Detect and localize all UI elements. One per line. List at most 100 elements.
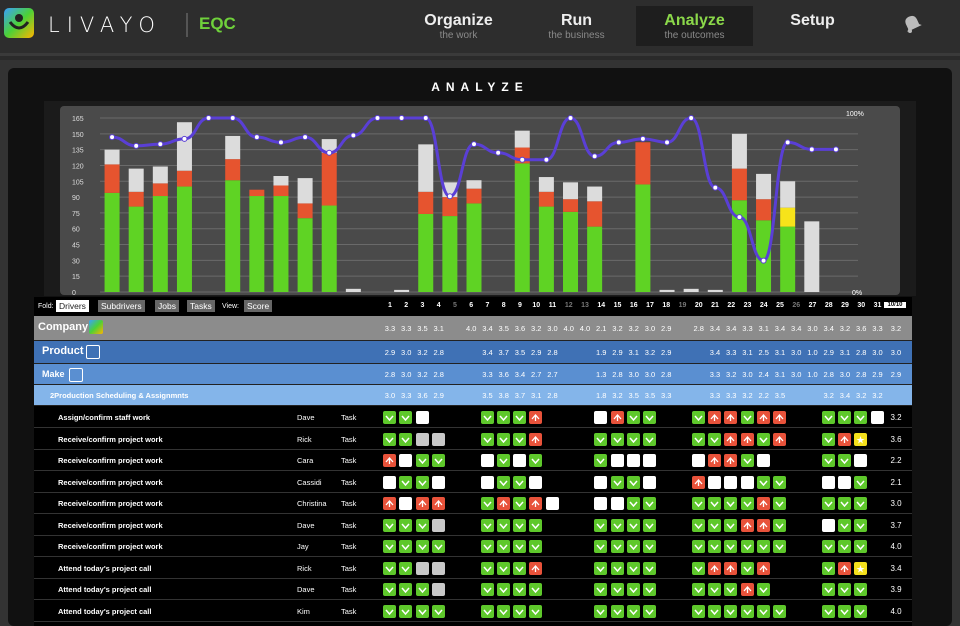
score-cell-g[interactable] xyxy=(383,540,396,553)
score-cell-g[interactable] xyxy=(626,583,640,596)
score-cell-g[interactable] xyxy=(529,518,543,532)
score-cell-g[interactable] xyxy=(643,540,656,553)
score-cell-w[interactable] xyxy=(691,454,705,467)
fold-button-tasks[interactable]: Tasks xyxy=(187,300,215,312)
score-cell-g[interactable] xyxy=(821,561,835,575)
score-cell-r[interactable] xyxy=(756,497,770,510)
score-cell-g[interactable] xyxy=(610,540,624,553)
score-cell-g[interactable] xyxy=(399,604,413,618)
score-cell-y[interactable] xyxy=(854,561,868,575)
score-cell-g[interactable] xyxy=(756,583,770,596)
score-cell-r[interactable] xyxy=(724,432,738,446)
score-cell-g[interactable] xyxy=(773,604,786,618)
score-cell-g[interactable] xyxy=(496,454,510,467)
level-row-1[interactable] xyxy=(34,341,912,364)
score-cell-g[interactable] xyxy=(756,604,770,618)
score-cell-g[interactable] xyxy=(691,583,705,596)
score-cell-g[interactable] xyxy=(643,583,656,596)
score-cell-g[interactable] xyxy=(724,604,738,618)
score-cell-g[interactable] xyxy=(626,432,640,446)
score-cell-g[interactable] xyxy=(496,583,510,596)
score-cell-g[interactable] xyxy=(383,583,396,596)
score-cell-g[interactable] xyxy=(740,540,754,553)
score-cell-w[interactable] xyxy=(513,454,526,467)
score-cell-g[interactable] xyxy=(399,561,413,575)
livayo-logo-icon[interactable] xyxy=(4,8,34,38)
score-cell-g[interactable] xyxy=(529,583,543,596)
score-cell-r[interactable] xyxy=(610,411,624,424)
score-cell-g[interactable] xyxy=(529,540,543,553)
score-cell-g[interactable] xyxy=(480,561,494,575)
score-cell-g[interactable] xyxy=(383,604,396,618)
score-cell-g[interactable] xyxy=(691,518,705,532)
score-cell-w[interactable] xyxy=(708,475,721,489)
score-cell-g[interactable] xyxy=(399,411,413,424)
score-cell-g[interactable] xyxy=(480,411,494,424)
score-cell-g[interactable] xyxy=(513,475,526,489)
score-cell-g[interactable] xyxy=(626,604,640,618)
score-cell-g[interactable] xyxy=(480,497,494,510)
fold-button-jobs[interactable]: Jobs xyxy=(155,300,179,312)
score-cell-g[interactable] xyxy=(724,497,738,510)
fold-button-subdrivers[interactable]: Subdrivers xyxy=(98,300,145,312)
score-cell-g[interactable] xyxy=(594,454,608,467)
score-cell-w[interactable] xyxy=(854,454,868,467)
score-cell-w[interactable] xyxy=(870,411,884,424)
score-cell-g[interactable] xyxy=(383,561,396,575)
score-cell-w[interactable] xyxy=(383,475,396,489)
score-cell-r[interactable] xyxy=(708,411,721,424)
score-cell-g[interactable] xyxy=(740,497,754,510)
score-cell-lg[interactable] xyxy=(431,561,445,575)
score-cell-r[interactable] xyxy=(529,411,543,424)
score-cell-g[interactable] xyxy=(480,540,494,553)
score-cell-g[interactable] xyxy=(496,411,510,424)
score-cell-w[interactable] xyxy=(594,475,608,489)
score-cell-g[interactable] xyxy=(691,561,705,575)
score-cell-g[interactable] xyxy=(643,432,656,446)
score-cell-g[interactable] xyxy=(496,561,510,575)
score-cell-g[interactable] xyxy=(756,475,770,489)
score-cell-g[interactable] xyxy=(854,604,868,618)
score-cell-g[interactable] xyxy=(415,454,429,467)
score-cell-w[interactable] xyxy=(643,454,656,467)
score-cell-g[interactable] xyxy=(838,540,851,553)
score-cell-g[interactable] xyxy=(399,583,413,596)
score-cell-r[interactable] xyxy=(708,454,721,467)
task-name[interactable]: Receive/confirm project work xyxy=(58,434,163,444)
score-cell-r[interactable] xyxy=(740,432,754,446)
score-cell-g[interactable] xyxy=(431,540,445,553)
score-cell-g[interactable] xyxy=(854,518,868,532)
score-cell-g[interactable] xyxy=(854,540,868,553)
score-cell-w[interactable] xyxy=(626,454,640,467)
score-cell-r[interactable] xyxy=(838,561,851,575)
score-cell-g[interactable] xyxy=(626,497,640,510)
score-cell-g[interactable] xyxy=(691,497,705,510)
score-cell-g[interactable] xyxy=(415,540,429,553)
score-cell-w[interactable] xyxy=(529,475,543,489)
score-cell-g[interactable] xyxy=(724,540,738,553)
score-cell-g[interactable] xyxy=(480,432,494,446)
score-cell-g[interactable] xyxy=(496,432,510,446)
score-cell-g[interactable] xyxy=(724,518,738,532)
score-cell-g[interactable] xyxy=(480,583,494,596)
score-cell-g[interactable] xyxy=(513,561,526,575)
score-cell-r[interactable] xyxy=(756,561,770,575)
score-cell-g[interactable] xyxy=(513,604,526,618)
score-cell-g[interactable] xyxy=(854,583,868,596)
score-cell-g[interactable] xyxy=(838,497,851,510)
score-cell-w[interactable] xyxy=(724,475,738,489)
score-cell-g[interactable] xyxy=(610,604,624,618)
score-cell-g[interactable] xyxy=(594,604,608,618)
score-cell-g[interactable] xyxy=(643,497,656,510)
score-cell-lg[interactable] xyxy=(431,432,445,446)
score-cell-w[interactable] xyxy=(431,475,445,489)
score-cell-w[interactable] xyxy=(480,454,494,467)
score-cell-g[interactable] xyxy=(513,518,526,532)
score-cell-g[interactable] xyxy=(610,518,624,532)
score-cell-r[interactable] xyxy=(529,561,543,575)
bell-icon[interactable] xyxy=(901,12,923,34)
score-cell-g[interactable] xyxy=(399,432,413,446)
score-cell-r[interactable] xyxy=(740,518,754,532)
score-cell-g[interactable] xyxy=(724,583,738,596)
score-cell-g[interactable] xyxy=(594,561,608,575)
